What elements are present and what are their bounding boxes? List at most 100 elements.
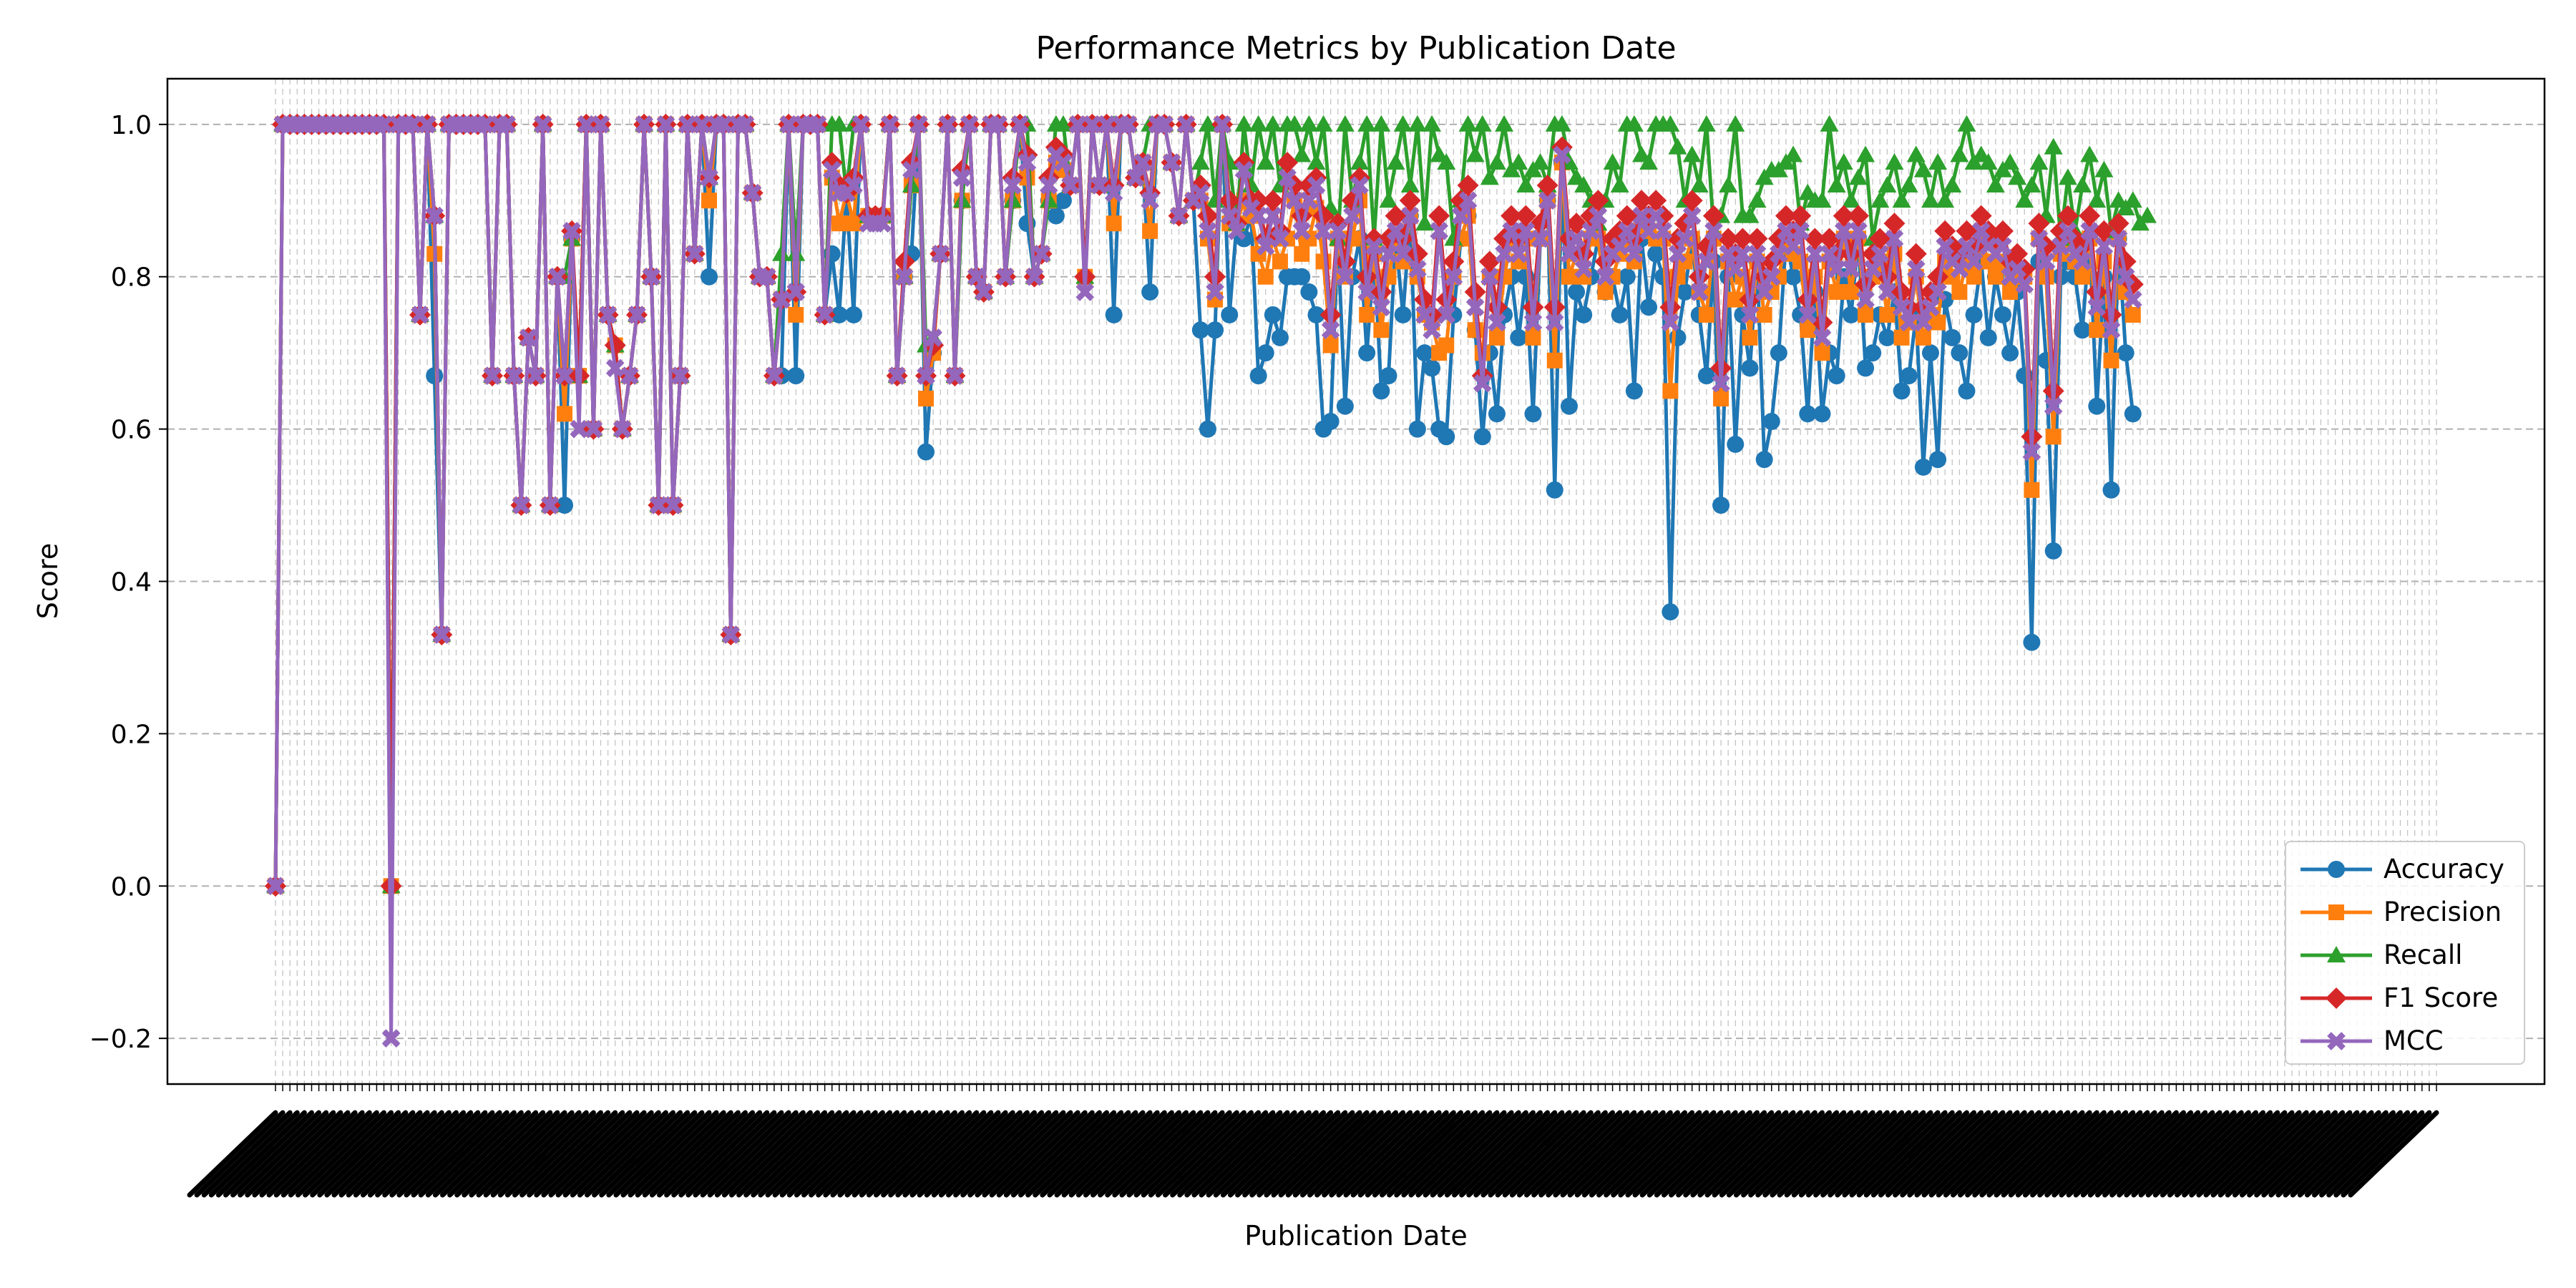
- x-tick-label-mark: [1365, 1110, 1456, 1198]
- legend-item-f1-score: F1 Score: [2286, 977, 2527, 1020]
- data-point-mcc: [1010, 115, 1030, 134]
- x-tick-label-mark: [2145, 1110, 2237, 1198]
- data-point-mcc: [1791, 222, 1810, 240]
- x-tick-label-mark: [1495, 1110, 1586, 1198]
- x-tick-label-mark: [1813, 1110, 1905, 1198]
- data-point-precision: [1488, 329, 1505, 346]
- data-point-mcc: [1213, 115, 1231, 134]
- data-point-mcc: [1682, 206, 1702, 225]
- data-point-mcc: [852, 115, 870, 134]
- data-point-recall: [1285, 114, 1304, 132]
- data-point-mcc: [1813, 328, 1832, 347]
- data-point-accuracy: [1336, 397, 1354, 415]
- data-point-mcc: [736, 115, 755, 134]
- x-tick-label-mark: [2087, 1110, 2179, 1198]
- data-point-mcc: [880, 115, 899, 134]
- x-tick-label-mark: [1979, 1110, 2071, 1198]
- data-point-f1-score: [1457, 175, 1479, 197]
- data-point-mcc: [1104, 183, 1123, 203]
- y-tick-label: 1.0: [111, 111, 152, 140]
- data-point-recall: [1841, 191, 1860, 208]
- x-tick-label-mark: [1618, 1110, 1709, 1198]
- data-point-mcc: [2094, 237, 2114, 255]
- data-point-mcc: [772, 290, 791, 309]
- data-point-accuracy: [1893, 382, 1911, 400]
- data-point-mcc: [1805, 244, 1825, 263]
- x-tick-label-mark: [852, 1110, 943, 1198]
- x-tick-label-mark: [469, 1110, 560, 1198]
- data-point-recall: [1740, 206, 1760, 223]
- data-point-accuracy: [1625, 382, 1643, 400]
- data-point-mcc: [1646, 206, 1665, 225]
- data-point-mcc: [1458, 191, 1478, 210]
- data-point-recall: [1473, 114, 1492, 132]
- x-tick-label-mark: [1163, 1110, 1254, 1198]
- legend-label-recall: Recall: [2384, 940, 2463, 970]
- x-tick-label-mark: [1322, 1110, 1413, 1198]
- data-point-recall: [1307, 153, 1326, 170]
- legend-item-accuracy: Accuracy: [2286, 848, 2527, 891]
- x-tick-label-mark: [2225, 1110, 2316, 1198]
- data-point-accuracy: [1994, 306, 2011, 323]
- x-tick-label-mark: [1227, 1110, 1319, 1198]
- data-point-recall: [829, 114, 849, 132]
- data-point-f1-score: [1702, 205, 1724, 227]
- data-point-f1-score: [2057, 205, 2079, 227]
- data-point-mcc: [1350, 176, 1369, 195]
- data-point-mcc: [642, 267, 661, 286]
- x-tick-label-mark: [1141, 1110, 1232, 1198]
- data-point-recall: [1943, 176, 1962, 193]
- x-tick-label-mark: [809, 1110, 900, 1198]
- x-tick-label-mark: [2203, 1110, 2295, 1198]
- data-point-mcc: [685, 244, 704, 263]
- data-point-mcc: [1075, 283, 1095, 301]
- x-tick-label-mark: [2001, 1110, 2092, 1198]
- data-point-accuracy: [1199, 420, 1216, 438]
- data-point-precision: [918, 391, 935, 407]
- x-tick-label-mark: [2297, 1110, 2389, 1198]
- data-point-mcc: [1914, 313, 1933, 332]
- x-tick-label-mark: [266, 1110, 358, 1198]
- data-point-mcc: [512, 496, 531, 514]
- data-point-mcc: [605, 358, 625, 378]
- data-point-mcc: [909, 115, 928, 134]
- x-tick-label-mark: [1581, 1110, 1673, 1198]
- data-point-mcc: [1856, 290, 1875, 309]
- data-point-precision: [1373, 322, 1390, 338]
- x-tick-label-mark: [1661, 1110, 1752, 1198]
- data-point-precision: [1987, 268, 2004, 285]
- data-point-mcc: [1191, 183, 1210, 203]
- data-point-mcc: [613, 419, 632, 439]
- data-point-mcc: [1032, 244, 1051, 263]
- data-point-mcc: [1408, 260, 1427, 278]
- x-tick-label-mark: [223, 1110, 315, 1198]
- data-point-accuracy: [1568, 283, 1586, 301]
- data-point-f1-score: [2079, 205, 2101, 227]
- data-point-mcc: [2022, 442, 2041, 462]
- data-point-f1-score: [1970, 205, 1992, 227]
- data-point-recall: [1747, 191, 1767, 208]
- x-tick-label-mark: [1921, 1110, 2013, 1198]
- data-point-mcc: [960, 115, 979, 134]
- data-point-f1-score: [2006, 243, 2029, 265]
- data-point-accuracy: [1813, 405, 1831, 423]
- x-tick-label-mark: [909, 1110, 1001, 1198]
- x-tick-label-mark: [1820, 1110, 1912, 1198]
- x-tick-label-mark: [324, 1110, 416, 1198]
- data-point-mcc: [584, 419, 603, 439]
- data-point-f1-score: [1991, 220, 2014, 242]
- data-point-recall: [1495, 114, 1514, 132]
- data-point-mcc: [1538, 191, 1557, 210]
- data-point-mcc: [404, 115, 422, 134]
- data-point-f1-score: [1312, 205, 1335, 227]
- data-point-accuracy: [1524, 405, 1542, 423]
- data-point-recall: [1415, 214, 1434, 231]
- data-point-f1-score: [1515, 205, 1537, 227]
- x-tick-label-mark: [1329, 1110, 1420, 1198]
- data-point-recall: [1574, 176, 1594, 193]
- x-tick-label-mark: [346, 1110, 437, 1198]
- data-point-recall: [1249, 114, 1268, 132]
- x-tick-label-mark: [1003, 1110, 1095, 1198]
- data-point-mcc: [2059, 222, 2077, 240]
